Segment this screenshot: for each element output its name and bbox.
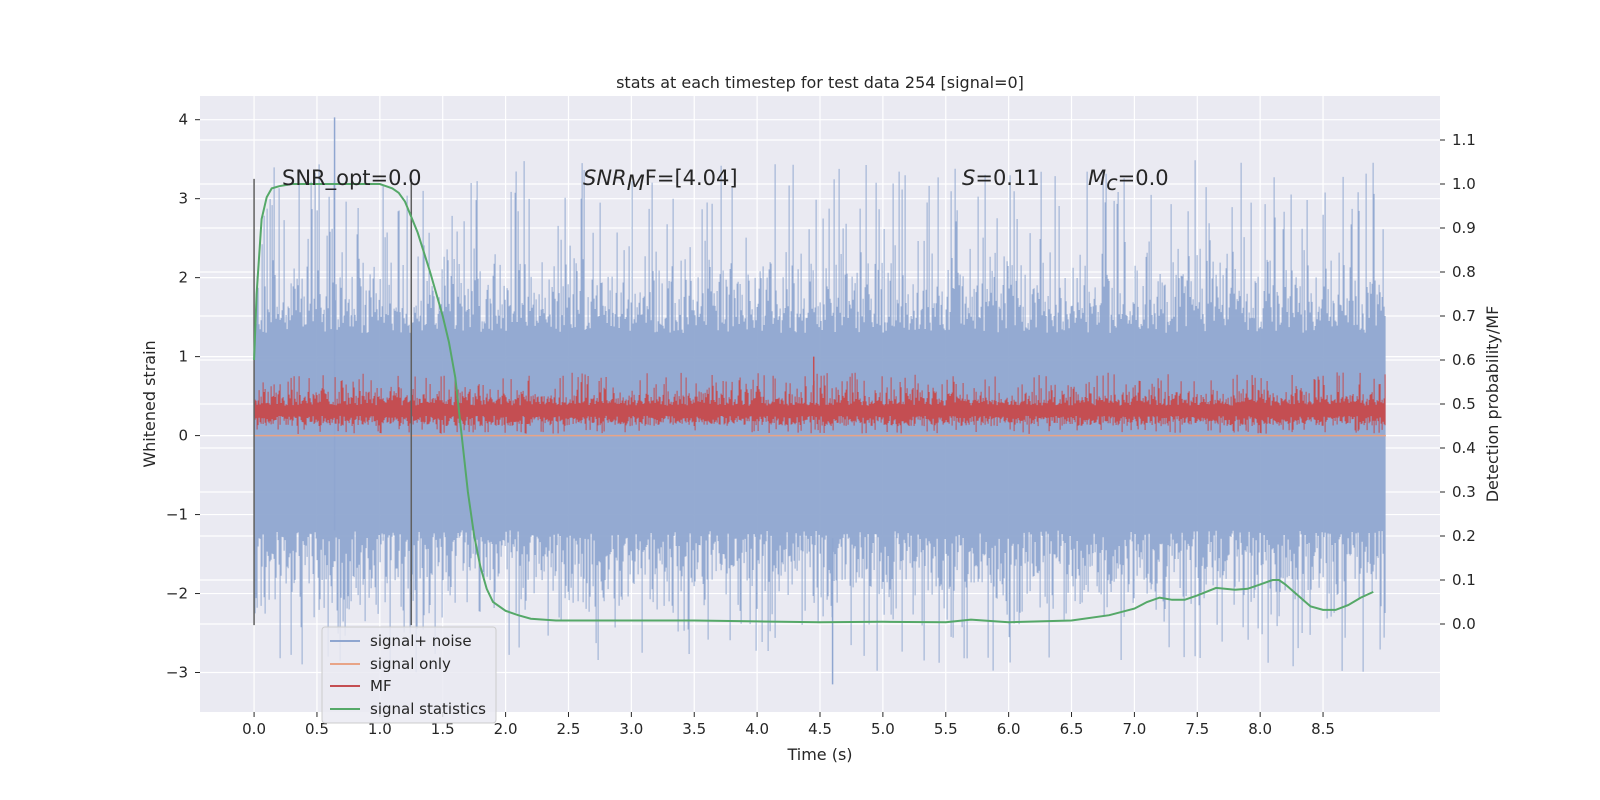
x-tick-label: 0.0 bbox=[242, 720, 266, 738]
y-axis-label: Whitened strain bbox=[140, 340, 159, 467]
y2-tick-label: 0.8 bbox=[1452, 263, 1476, 281]
legend-label-stats: signal statistics bbox=[370, 700, 486, 718]
x-tick-label: 6.0 bbox=[997, 720, 1021, 738]
chart-title: stats at each timestep for test data 254… bbox=[616, 73, 1024, 92]
x-tick-label: 3.5 bbox=[682, 720, 706, 738]
y2-tick-label: 1.0 bbox=[1452, 175, 1476, 193]
x-tick-label: 3.0 bbox=[619, 720, 643, 738]
y-tick-label: −3 bbox=[166, 664, 188, 682]
y-tick-label: 0 bbox=[178, 427, 188, 445]
y2-tick-label: 0.0 bbox=[1452, 615, 1476, 633]
legend-label-signal-only: signal only bbox=[370, 655, 451, 673]
x-tick-label: 4.5 bbox=[808, 720, 832, 738]
x-axis-label: Time (s) bbox=[786, 745, 852, 764]
annotation-s: S=0.11 bbox=[962, 166, 1040, 190]
x-tick-label: 8.0 bbox=[1248, 720, 1272, 738]
y2-tick-label: 0.2 bbox=[1452, 527, 1476, 545]
ticks: 0.0 0.5 1.0 1.5 2.0 2.5 3.0 3.5 4.0 4.5 5.0 5.5 6.0 6… bbox=[166, 111, 1476, 738]
x-tick-label: 6.5 bbox=[1060, 720, 1084, 738]
y2-tick-label: 0.3 bbox=[1452, 483, 1476, 501]
x-tick-label: 5.5 bbox=[934, 720, 958, 738]
y2-tick-label: 0.5 bbox=[1452, 395, 1476, 413]
y-tick-label: 1 bbox=[178, 348, 188, 366]
x-tick-label: 2.5 bbox=[557, 720, 581, 738]
annotation-snr-mf: SNRMF=[4.04] bbox=[583, 166, 738, 195]
svg-text:Mc=0.0: Mc=0.0 bbox=[1088, 166, 1169, 195]
legend-box bbox=[321, 626, 497, 724]
x-tick-label: 1.5 bbox=[431, 720, 455, 738]
annotation-snr-opt: SNR_opt=0.0 bbox=[282, 166, 422, 191]
x-tick-label: 4.0 bbox=[745, 720, 769, 738]
y2-tick-label: 0.1 bbox=[1452, 571, 1476, 589]
y2-tick-label: 0.4 bbox=[1452, 439, 1476, 457]
svg-text:SNRMF=[4.04]: SNRMF=[4.04] bbox=[583, 166, 738, 195]
x-tick-label: 8.5 bbox=[1311, 720, 1335, 738]
legend-label-mf: MF bbox=[370, 677, 392, 695]
x-tick-label: 1.0 bbox=[368, 720, 392, 738]
x-tick-label: 5.0 bbox=[871, 720, 895, 738]
legend: signal+ noise signal only MF signal stat… bbox=[321, 626, 497, 724]
legend-label-noise: signal+ noise bbox=[370, 632, 472, 650]
y-tick-label: −1 bbox=[166, 506, 188, 524]
y-tick-label: 4 bbox=[178, 111, 188, 129]
x-tick-label: 0.5 bbox=[305, 720, 329, 738]
y2-tick-label: 0.9 bbox=[1452, 219, 1476, 237]
x-tick-label: 7.0 bbox=[1122, 720, 1146, 738]
y2-tick-label: 0.6 bbox=[1452, 351, 1476, 369]
x-tick-label: 7.5 bbox=[1185, 720, 1209, 738]
y-tick-label: 2 bbox=[178, 269, 188, 287]
vertical-markers bbox=[253, 178, 413, 626]
y-tick-label: 3 bbox=[178, 190, 188, 208]
y2-axis-label: Detection probability/MF bbox=[1483, 306, 1502, 503]
y2-tick-label: 1.1 bbox=[1452, 131, 1476, 149]
svg-text:S=0.11: S=0.11 bbox=[962, 166, 1040, 190]
annotation-mc: Mc=0.0 bbox=[1088, 166, 1169, 195]
y2-tick-label: 0.7 bbox=[1452, 307, 1476, 325]
signal-statistics-series bbox=[253, 183, 1374, 624]
svg-text:SNR_opt=0.0: SNR_opt=0.0 bbox=[282, 166, 422, 191]
y-tick-label: −2 bbox=[166, 585, 188, 603]
x-tick-label: 2.0 bbox=[494, 720, 518, 738]
